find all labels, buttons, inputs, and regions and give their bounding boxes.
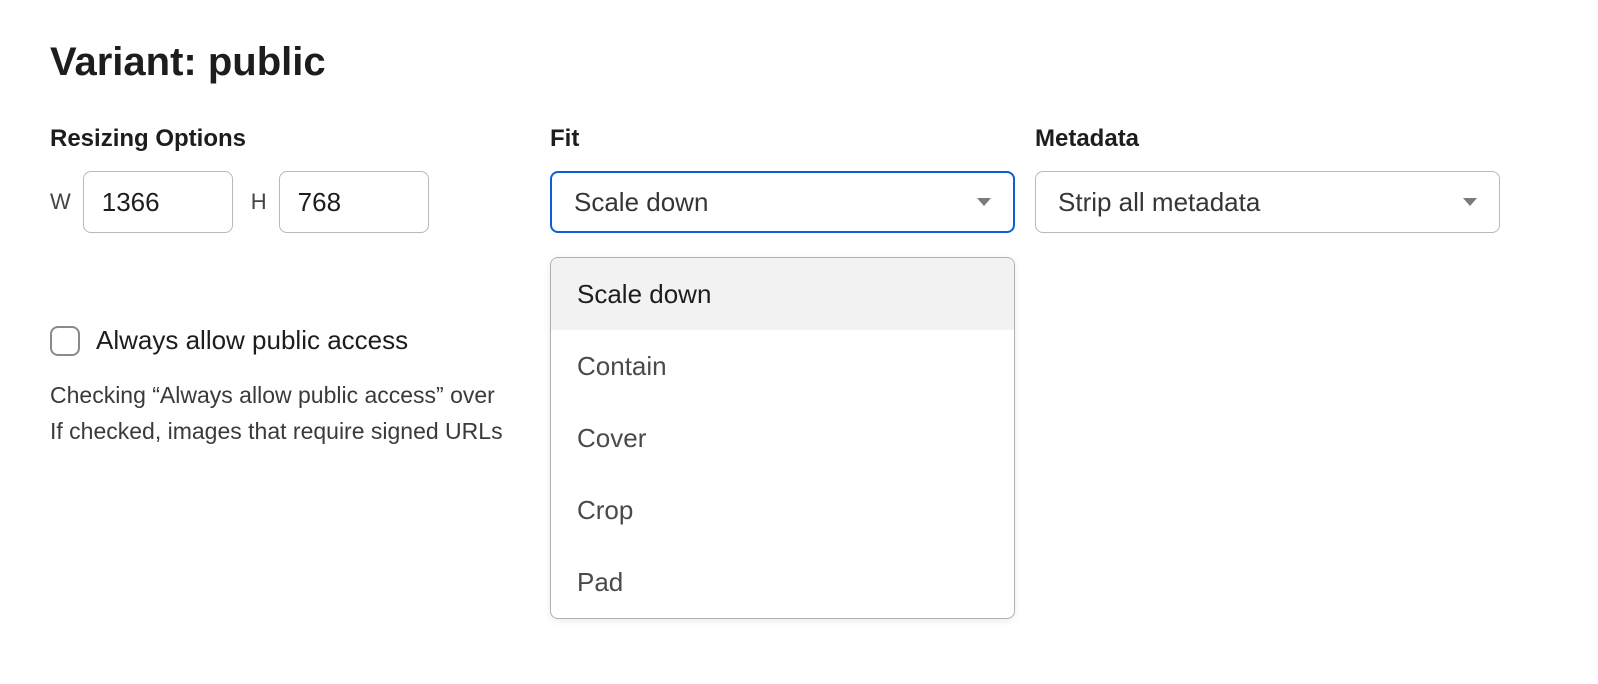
height-letter: H	[251, 189, 267, 215]
public-access-checkbox[interactable]	[50, 326, 80, 356]
fit-select[interactable]: Scale down	[550, 171, 1015, 233]
fit-option-scale-down[interactable]: Scale down	[551, 258, 1014, 330]
height-input[interactable]	[279, 171, 429, 233]
dimension-row: W H	[50, 171, 530, 233]
resizing-label: Resizing Options	[50, 125, 530, 153]
public-access-label: Always allow public access	[96, 325, 408, 356]
page-title: Variant: public	[50, 40, 1548, 85]
form-columns: Resizing Options W H Always allow public…	[50, 125, 1548, 449]
resizing-column: Resizing Options W H Always allow public…	[50, 125, 530, 449]
fit-option-contain[interactable]: Contain	[551, 330, 1014, 402]
fit-selected-value: Scale down	[574, 187, 708, 218]
metadata-selected-value: Strip all metadata	[1058, 187, 1260, 218]
width-input[interactable]	[83, 171, 233, 233]
help-line-1: Checking “Always allow public access” ov…	[50, 378, 530, 414]
fit-option-cover[interactable]: Cover	[551, 402, 1014, 474]
width-group: W	[50, 171, 233, 233]
fit-column: Fit Scale down Scale down Contain Cover …	[550, 125, 1015, 233]
metadata-select[interactable]: Strip all metadata	[1035, 171, 1500, 233]
public-access-help: Checking “Always allow public access” ov…	[50, 378, 530, 449]
public-access-row: Always allow public access	[50, 325, 530, 356]
chevron-down-icon	[977, 198, 991, 206]
width-letter: W	[50, 189, 71, 215]
chevron-down-icon	[1463, 198, 1477, 206]
fit-option-pad[interactable]: Pad	[551, 546, 1014, 618]
fit-label: Fit	[550, 125, 1015, 153]
height-group: H	[251, 171, 429, 233]
fit-option-crop[interactable]: Crop	[551, 474, 1014, 546]
metadata-column: Metadata Strip all metadata	[1035, 125, 1500, 233]
fit-dropdown: Scale down Contain Cover Crop Pad	[550, 257, 1015, 619]
help-line-2: If checked, images that require signed U…	[50, 414, 530, 450]
metadata-label: Metadata	[1035, 125, 1500, 153]
